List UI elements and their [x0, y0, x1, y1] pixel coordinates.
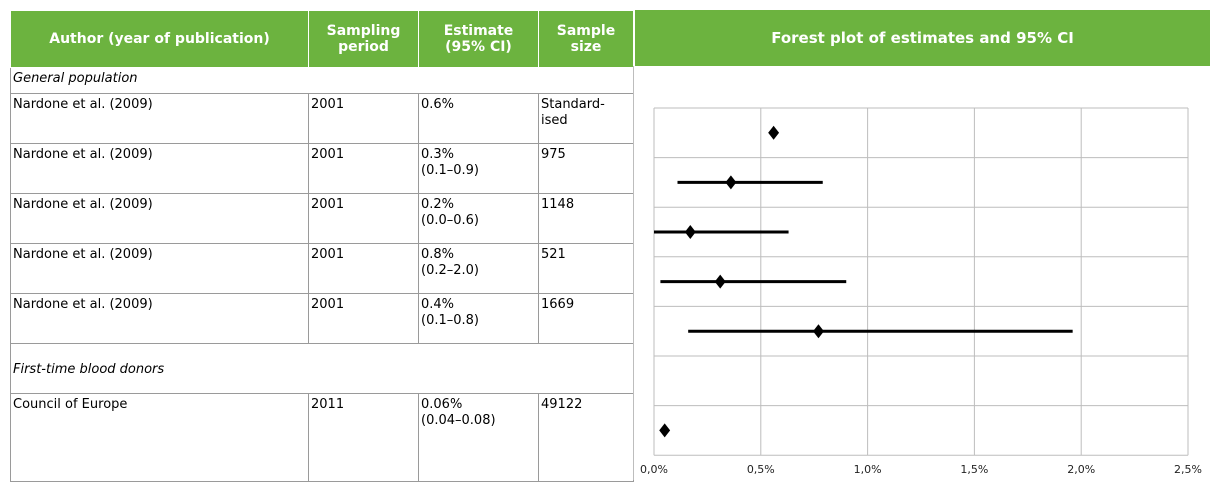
table-row: Nardone et al. (2009) 2001 0.2% (0.0–0.6)…: [10, 193, 634, 244]
cell-sample-size: 1669: [538, 293, 634, 344]
estimate-ci: (0.2–2.0): [421, 263, 479, 278]
cell-author: Council of Europe: [10, 393, 309, 482]
estimate-marker: [714, 274, 726, 289]
estimate-value: 0.4%: [421, 297, 455, 312]
x-tick-label: 2,5%: [1174, 463, 1202, 476]
cell-period: 2001: [308, 193, 419, 244]
sample-line-1: Standard-: [541, 97, 605, 112]
cell-author: Nardone et al. (2009): [10, 93, 309, 144]
header-sample-size: Sample size: [538, 10, 634, 68]
table-header-row: Author (year of publication) Sampling pe…: [10, 10, 634, 68]
estimate-marker: [768, 125, 780, 140]
estimate-ci: (0.1–0.8): [421, 313, 479, 328]
x-tick-label: 0,5%: [747, 463, 775, 476]
estimate-value: 0.6%: [421, 97, 455, 112]
cell-author: Nardone et al. (2009): [10, 193, 309, 244]
cell-author: Nardone et al. (2009): [10, 293, 309, 344]
estimate-ci: (0.0–0.6): [421, 213, 479, 228]
plot-divider: [633, 66, 634, 480]
cell-sample-size: 975: [538, 143, 634, 194]
cell-period: 2001: [308, 143, 419, 194]
forest-plot: 0,0% 0,5% 1,0% 1,5% 2,0% 2,5%: [640, 107, 1202, 476]
cell-estimate: 0.2% (0.0–0.6): [418, 193, 539, 244]
estimate-ci: (0.04–0.08): [421, 413, 496, 428]
table-row: Nardone et al. (2009) 2001 0.6% Standard…: [10, 93, 634, 144]
cell-author: Nardone et al. (2009): [10, 143, 309, 194]
section-row: First-time blood donors: [10, 343, 634, 394]
cell-estimate: 0.6%: [418, 93, 539, 144]
x-tick-label: 2,0%: [1067, 463, 1095, 476]
cell-sample-size: 1148: [538, 193, 634, 244]
estimate-marker: [813, 324, 824, 339]
table-row: Council of Europe 2011 0.06% (0.04–0.08) …: [10, 393, 634, 482]
estimate-value: 0.3%: [421, 147, 455, 162]
studies-table: Author (year of publication) Sampling pe…: [10, 10, 634, 482]
cell-estimate: 0.3% (0.1–0.9): [418, 143, 539, 194]
cell-estimate: 0.8% (0.2–2.0): [418, 243, 539, 294]
x-tick-label: 1,5%: [960, 463, 988, 476]
section-title: General population: [10, 67, 634, 94]
cell-sample-size: Standard-ised: [538, 93, 634, 144]
table-row: Nardone et al. (2009) 2001 0.4% (0.1–0.8)…: [10, 293, 634, 344]
cell-sample-size: 521: [538, 243, 634, 294]
x-tick-label: 0,0%: [640, 463, 668, 476]
estimate-marker: [684, 225, 696, 239]
sample-line-2: ised: [541, 113, 568, 128]
table-row: Nardone et al. (2009) 2001 0.3% (0.1–0.9)…: [10, 143, 634, 194]
header-estimate: Estimate (95% CI): [418, 10, 539, 68]
estimate-value: 0.06%: [421, 397, 463, 412]
estimate-ci: (0.1–0.9): [421, 163, 479, 178]
section-title: First-time blood donors: [10, 343, 634, 394]
estimate-marker: [659, 423, 671, 438]
cell-period: 2001: [308, 243, 419, 294]
forest-plot-header: Forest plot of estimates and 95% CI: [633, 10, 1210, 66]
table-row: Nardone et al. (2009) 2001 0.8% (0.2–2.0)…: [10, 243, 634, 294]
cell-estimate: 0.06% (0.04–0.08): [418, 393, 539, 482]
estimate-value: 0.2%: [421, 197, 455, 212]
section-row: General population: [10, 67, 634, 94]
cell-period: 2011: [308, 393, 419, 482]
estimate-marker: [725, 175, 737, 190]
x-tick-label: 1,0%: [854, 463, 882, 476]
estimate-value: 0.8%: [421, 247, 455, 262]
cell-period: 2001: [308, 93, 419, 144]
cell-estimate: 0.4% (0.1–0.8): [418, 293, 539, 344]
forest-plot-figure: Author (year of publication) Sampling pe…: [10, 10, 1210, 482]
cell-period: 2001: [308, 293, 419, 344]
cell-sample-size: 49122: [538, 393, 634, 482]
header-sampling-period: Sampling period: [308, 10, 419, 68]
cell-author: Nardone et al. (2009): [10, 243, 309, 294]
header-author: Author (year of publication): [10, 10, 309, 68]
